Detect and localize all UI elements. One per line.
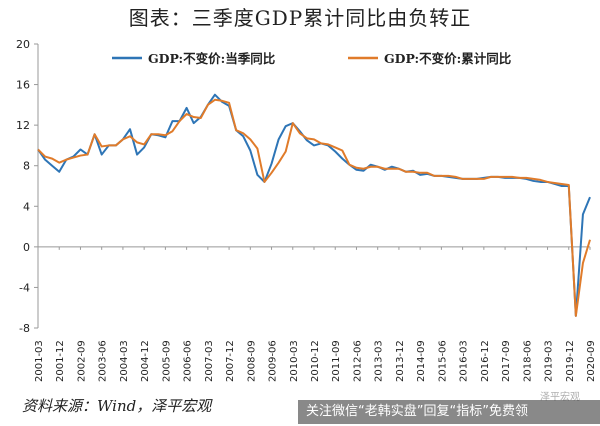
legend-label-2: GDP:不变价:累计同比 [384,51,512,66]
x-tick-label: 2001-12 [55,340,66,382]
x-tick-label: 2010-03 [289,340,300,382]
x-tick-label: 2007-12 [225,340,236,382]
series-line-2 [37,98,591,317]
x-tick-label: 2005-09 [161,340,172,382]
y-tick-label: 8 [23,160,30,173]
x-tick-label: 2015-06 [437,340,448,382]
x-tick-label: 2016-03 [459,340,470,382]
x-tick-label: 2010-12 [310,340,321,382]
x-tick-label: 2007-03 [204,340,215,382]
x-tick-label: 2003-06 [98,340,109,382]
x-tick-label: 2016-12 [480,340,491,382]
x-tick-label: 2011-09 [331,340,342,382]
x-tick-label: 2017-09 [501,340,512,382]
y-tick-label: -4 [19,281,30,294]
legend-label-1: GDP:不变价:当季同比 [148,51,276,66]
y-tick-label: 20 [16,38,30,51]
x-tick-label: 2019-03 [544,340,555,382]
y-tick-label: 16 [16,79,30,92]
x-tick-label: 2002-09 [76,340,87,382]
x-tick-label: 2012-06 [352,340,363,382]
series-lines [37,93,591,317]
axes: -8 -4 0 4 8 12 16 20 2001-03 2001-12 2002-09 2003-0… [16,38,597,382]
x-tick-label: 2006-06 [183,340,194,382]
x-tick-label: 2019-12 [565,340,576,382]
y-tick-label: 12 [16,119,30,132]
x-tick-label: 2018-06 [522,340,533,382]
watermark-banner[interactable]: 关注微信“老韩实盘”回复“指标”免费领 [298,400,600,424]
x-tick-label: 2004-12 [140,340,151,382]
x-tick-label: 2013-12 [395,340,406,382]
chart-title: 图表：三季度GDP累计同比由负转正 [128,6,472,30]
series-line-1 [37,93,591,317]
legend: GDP:不变价:当季同比 GDP:不变价:累计同比 [112,51,512,66]
x-tick-label: 2013-03 [374,340,385,382]
x-tick-label: 2001-03 [34,340,45,382]
watermark-corner: 泽平宏观 [540,392,580,403]
x-tick-label: 2014-09 [416,340,427,382]
source-note: 资料来源：Wind，泽平宏观 [22,397,212,415]
x-tick-label: 2004-03 [119,340,130,382]
x-tick-label: 2008-09 [246,340,257,382]
y-tick-label: 0 [23,241,30,254]
x-tick-label: 2020-09 [586,340,597,382]
x-tick-label: 2009-06 [268,340,279,382]
y-tick-label: -8 [19,322,30,335]
y-tick-label: 4 [23,200,30,213]
